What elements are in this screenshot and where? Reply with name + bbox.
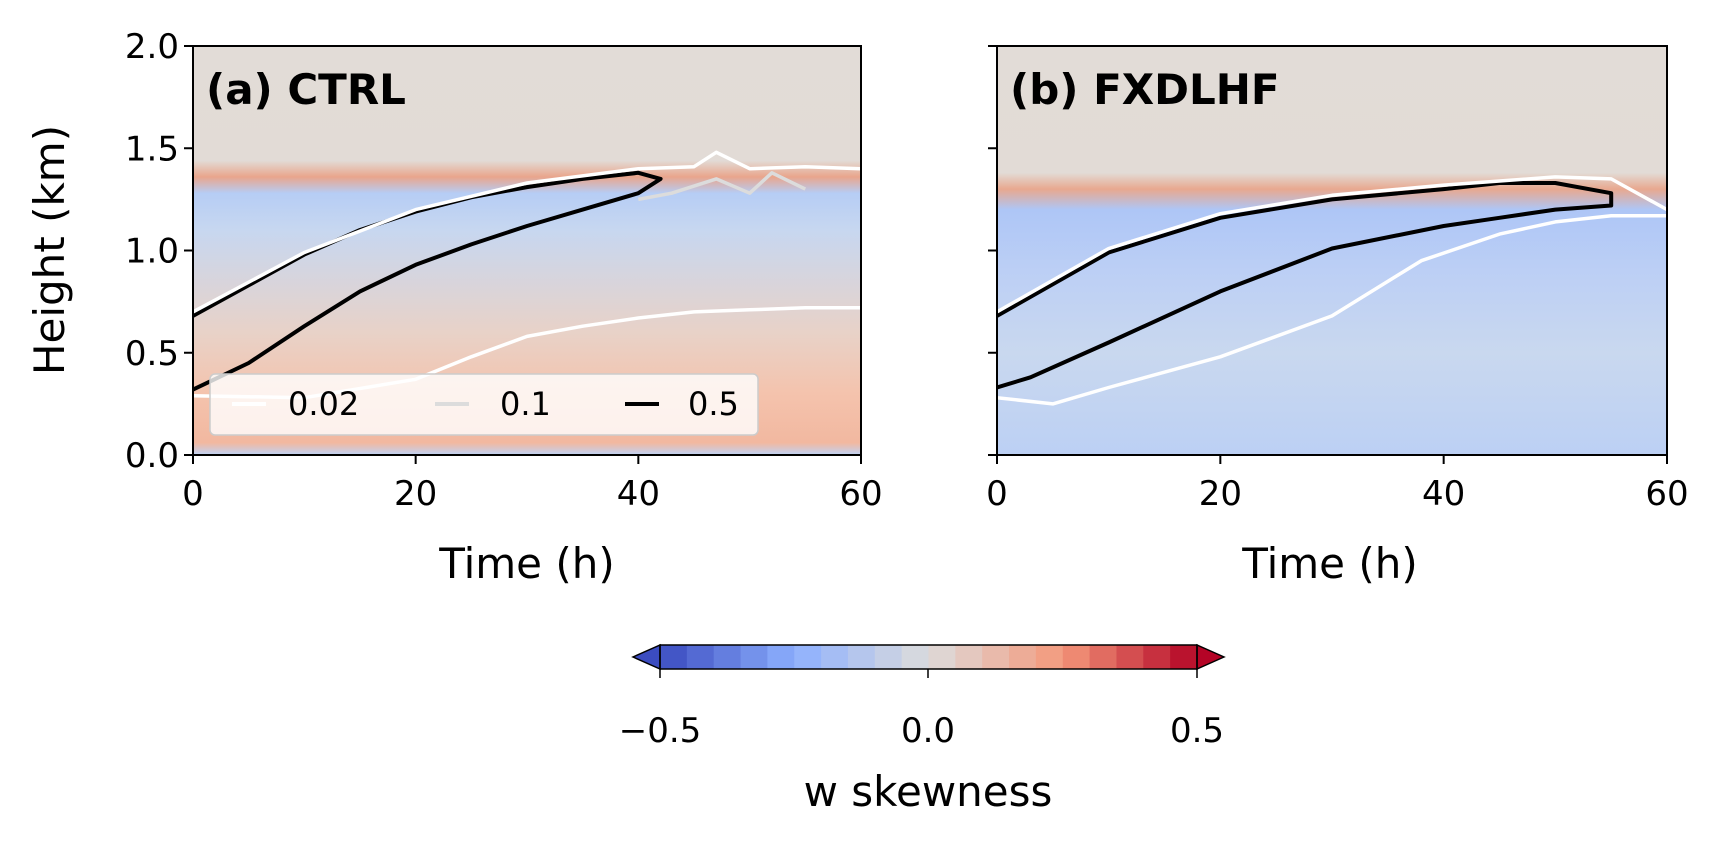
colorbar-steps	[660, 645, 1198, 669]
panel-b-contours	[997, 175, 1667, 406]
colorbar-extend-low	[631, 643, 661, 671]
contour-line-2	[997, 213, 1667, 406]
colorbar-step	[1062, 645, 1091, 669]
panel-b: 0 20 40 60 (b) FXDLHF Time (h)	[986, 45, 1689, 588]
legend-box	[209, 373, 759, 436]
colorbar-step	[1089, 645, 1118, 669]
legend-label-0-5: 0.5	[688, 385, 739, 423]
x-tick-label: 40	[1422, 474, 1465, 514]
legend: 0.02 0.1 0.5	[209, 373, 759, 436]
colorbar-step	[767, 645, 795, 669]
colorbar-step	[847, 645, 876, 669]
x-tick-label: 60	[1645, 474, 1688, 514]
panel-a: 0 20 40 60 0.0 0.5 1.0 1.5 2.0 (a) CTRL Time (h)…	[25, 27, 883, 588]
panel-a-x-axis-label: Time (h)	[438, 539, 615, 588]
colorbar-extend-high	[1196, 643, 1226, 671]
legend-label-0-1: 0.1	[500, 385, 551, 423]
colorbar-step	[1143, 645, 1171, 669]
x-tick-label: 20	[1199, 474, 1242, 514]
x-tick-label: 40	[617, 474, 660, 514]
colorbar-step	[982, 645, 1010, 669]
y-tick-label: 0.0	[125, 436, 179, 476]
colorbar-step	[1170, 645, 1198, 669]
contour-line-3	[637, 171, 807, 202]
colorbar-step	[874, 645, 903, 669]
colorbar-step	[794, 645, 822, 669]
x-tick-label: 0	[986, 474, 1008, 514]
contour-line-0	[997, 181, 1614, 390]
colorbar-tick-label-min: −0.5	[619, 711, 702, 751]
x-tick-label: 0	[182, 474, 204, 514]
colorbar-step	[660, 645, 688, 669]
y-tick-label: 1.0	[125, 232, 179, 272]
colorbar-step	[955, 645, 983, 669]
x-tick-label: 20	[394, 474, 437, 514]
colorbar-label: w skewness	[804, 767, 1053, 816]
colorbar: −0.5 0.0 0.5 w skewness	[619, 643, 1226, 816]
y-tick-label: 1.5	[125, 129, 179, 169]
colorbar-step	[901, 645, 930, 669]
colorbar-tick-label-zero: 0.0	[901, 711, 955, 751]
colorbar-step	[686, 645, 715, 669]
contour-line-1	[997, 175, 1667, 314]
colorbar-step	[740, 645, 768, 669]
colorbar-step	[928, 645, 956, 669]
legend-label-0-02: 0.02	[288, 385, 359, 423]
panel-b-x-axis-label: Time (h)	[1241, 539, 1418, 588]
x-tick-label: 60	[839, 474, 882, 514]
colorbar-step	[1035, 645, 1064, 669]
y-tick-label: 0.5	[125, 334, 179, 374]
panel-b-ticks: 0 20 40 60	[986, 45, 1689, 514]
panel-a-label: (a) CTRL	[206, 65, 406, 114]
panel-a-ticks: 0 20 40 60 0.0 0.5 1.0 1.5 2.0	[125, 27, 883, 514]
colorbar-step	[713, 645, 742, 669]
y-tick-label: 2.0	[125, 27, 179, 67]
y-axis-label: Height (km)	[25, 125, 74, 375]
colorbar-tick-label-max: 0.5	[1170, 711, 1224, 751]
colorbar-step	[821, 645, 849, 669]
colorbar-step	[1009, 645, 1037, 669]
colorbar-step	[1116, 645, 1144, 669]
panel-b-label: (b) FXDLHF	[1010, 65, 1280, 114]
contour-line-1	[193, 150, 861, 314]
